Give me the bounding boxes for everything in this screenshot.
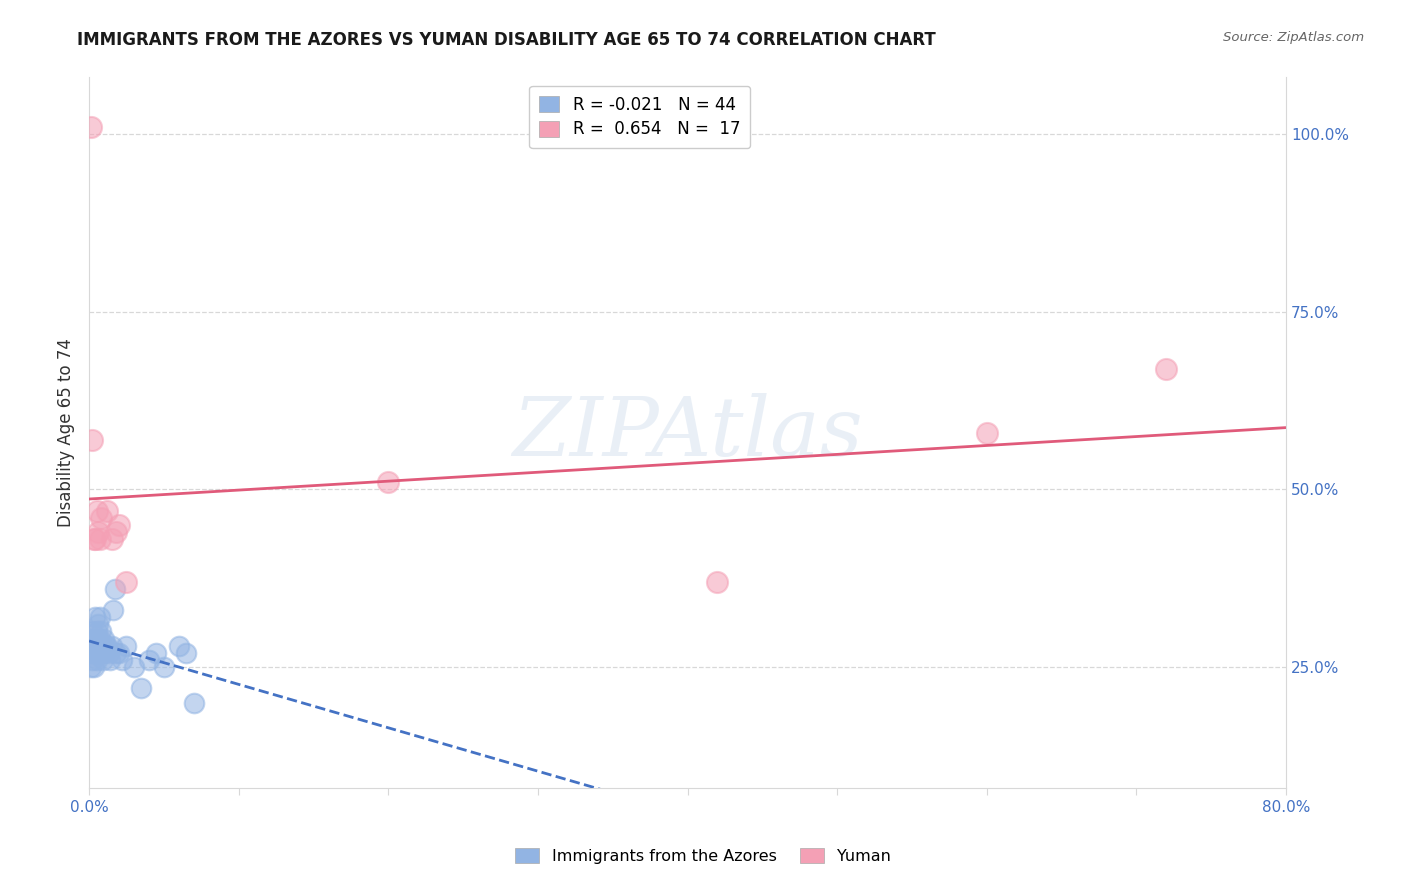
Point	[105, 646, 128, 660]
Point	[93, 646, 115, 660]
Point	[111, 653, 134, 667]
Point	[96, 504, 118, 518]
Legend: Immigrants from the Azores, Yuman: Immigrants from the Azores, Yuman	[509, 842, 897, 871]
Text: IMMIGRANTS FROM THE AZORES VS YUMAN DISABILITY AGE 65 TO 74 CORRELATION CHART: IMMIGRANTS FROM THE AZORES VS YUMAN DISA…	[77, 31, 936, 49]
Point	[100, 532, 122, 546]
Point	[79, 120, 101, 135]
Point	[101, 603, 124, 617]
Point	[83, 532, 105, 546]
Text: ZIPAtlas: ZIPAtlas	[512, 392, 863, 473]
Point	[87, 524, 110, 539]
Point	[87, 617, 110, 632]
Point	[79, 646, 101, 660]
Point	[90, 624, 112, 639]
Point	[83, 646, 105, 660]
Point	[1154, 361, 1177, 376]
Point	[377, 475, 399, 490]
Point	[108, 517, 131, 532]
Point	[183, 696, 205, 710]
Point	[86, 653, 108, 667]
Point	[93, 632, 115, 646]
Point	[89, 532, 111, 546]
Point	[80, 624, 103, 639]
Point	[84, 610, 107, 624]
Point	[153, 660, 176, 674]
Point	[87, 632, 110, 646]
Point	[80, 433, 103, 447]
Point	[90, 511, 112, 525]
Point	[87, 646, 110, 660]
Point	[79, 660, 101, 674]
Point	[138, 653, 160, 667]
Point	[122, 660, 145, 674]
Point	[115, 574, 138, 589]
Y-axis label: Disability Age 65 to 74: Disability Age 65 to 74	[58, 338, 75, 527]
Point	[90, 646, 112, 660]
Point	[98, 653, 121, 667]
Point	[80, 639, 103, 653]
Point	[84, 632, 107, 646]
Point	[131, 681, 153, 696]
Point	[84, 646, 107, 660]
Point	[108, 646, 131, 660]
Point	[115, 639, 138, 653]
Point	[80, 653, 103, 667]
Point	[145, 646, 167, 660]
Point	[976, 425, 998, 440]
Point	[167, 639, 190, 653]
Legend: R = -0.021   N = 44, R =  0.654   N =  17: R = -0.021 N = 44, R = 0.654 N = 17	[529, 86, 749, 148]
Point	[706, 574, 728, 589]
Point	[91, 653, 114, 667]
Point	[103, 582, 125, 596]
Point	[89, 632, 111, 646]
Point	[176, 646, 198, 660]
Point	[89, 610, 111, 624]
Point	[94, 639, 117, 653]
Text: Source: ZipAtlas.com: Source: ZipAtlas.com	[1223, 31, 1364, 45]
Point	[86, 624, 108, 639]
Point	[105, 524, 128, 539]
Point	[86, 504, 108, 518]
Point	[83, 632, 105, 646]
Point	[97, 646, 120, 660]
Point	[100, 639, 122, 653]
Point	[86, 639, 108, 653]
Point	[96, 639, 118, 653]
Point	[91, 639, 114, 653]
Point	[83, 660, 105, 674]
Point	[84, 532, 107, 546]
